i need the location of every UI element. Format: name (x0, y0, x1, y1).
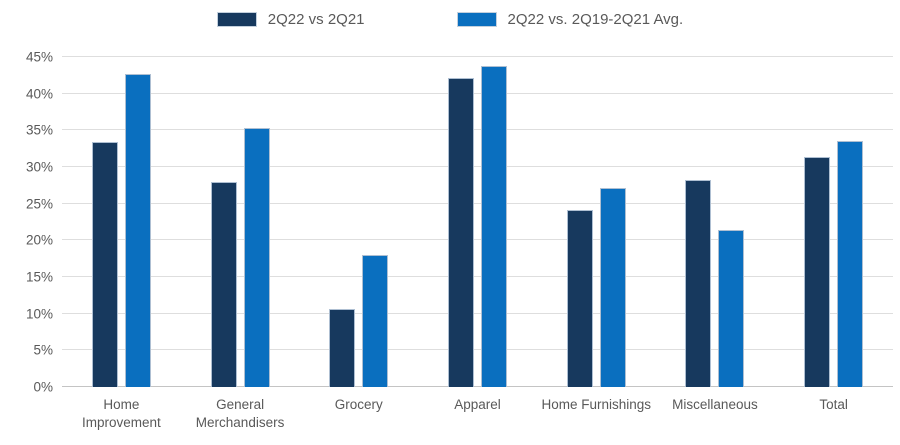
bar (718, 230, 745, 387)
x-category-label: Home Improvement (81, 397, 161, 430)
legend-label: 2Q22 vs 2Q21 (267, 11, 365, 28)
bar (329, 308, 356, 387)
x-category-label: Grocery (334, 397, 383, 412)
bar-pair (656, 57, 775, 387)
y-tick-label: 35% (25, 122, 53, 138)
gridline (62, 349, 893, 351)
bar-groups: Home Improvement General Merchandisers Gro… (62, 57, 893, 430)
gridline (62, 56, 893, 57)
bar-group: Home Improvement (62, 57, 181, 430)
gridline (62, 129, 893, 131)
bar-group: Miscellaneous (656, 57, 775, 412)
legend-item-2q22-vs-2q21: 2Q22 vs 2Q21 (216, 11, 365, 28)
bar-group: Total (774, 57, 893, 412)
y-tick-label: 5% (33, 342, 53, 358)
x-category-label: Home Furnishings (541, 397, 651, 412)
bar-pair (774, 57, 893, 387)
gridline (62, 166, 893, 167)
gridline (62, 92, 893, 94)
x-category-label: Apparel (454, 397, 501, 412)
bar-pair (299, 57, 418, 387)
x-category-label: Total (819, 397, 848, 412)
bar (91, 142, 118, 387)
bar-pair (181, 57, 300, 387)
legend-swatch-blue (456, 12, 497, 27)
bar (566, 209, 593, 387)
bar (210, 182, 237, 387)
bar (804, 157, 831, 387)
bar (448, 77, 475, 387)
legend-label: 2Q22 vs. 2Q19-2Q21 Avg. (507, 11, 684, 28)
y-tick-label: 25% (25, 196, 53, 212)
gridline (62, 276, 893, 277)
gridline (62, 202, 893, 204)
bar (362, 255, 389, 387)
y-tick-label: 10% (25, 306, 53, 322)
y-tick-label: 40% (25, 86, 53, 102)
bar-group: Apparel (418, 57, 537, 412)
y-tick-label: 0% (33, 379, 53, 395)
x-category-label: Miscellaneous (672, 397, 758, 412)
bar (243, 128, 270, 387)
gridline (62, 312, 893, 314)
legend-item-2q22-vs-avg: 2Q22 vs. 2Q19-2Q21 Avg. (456, 11, 684, 28)
bar-pair (418, 57, 537, 387)
bar-pair (537, 57, 656, 387)
legend-swatch-dark-navy (216, 12, 257, 27)
bar (685, 180, 712, 387)
gridline (62, 239, 893, 241)
bar-group: Grocery (299, 57, 418, 412)
plot-area: 0% 5% 10% 15% 20% 25% 30% 35% 40% 45% Home Improve… (26, 50, 893, 430)
bar (599, 188, 626, 387)
bar-group: General Merchandisers (181, 57, 300, 430)
x-category-label: General Merchandisers (195, 397, 285, 430)
bar-pair (62, 57, 181, 387)
bar (481, 65, 508, 387)
bar (124, 73, 151, 387)
y-tick-label: 20% (25, 232, 53, 248)
y-tick-label: 45% (25, 49, 53, 65)
x-axis-line (62, 386, 893, 387)
y-tick-label: 15% (25, 269, 53, 285)
bar-group: Home Furnishings (537, 57, 656, 412)
y-tick-label: 30% (25, 159, 53, 175)
bar (837, 141, 864, 387)
legend: 2Q22 vs 2Q21 2Q22 vs. 2Q19-2Q21 Avg. (0, 11, 900, 28)
